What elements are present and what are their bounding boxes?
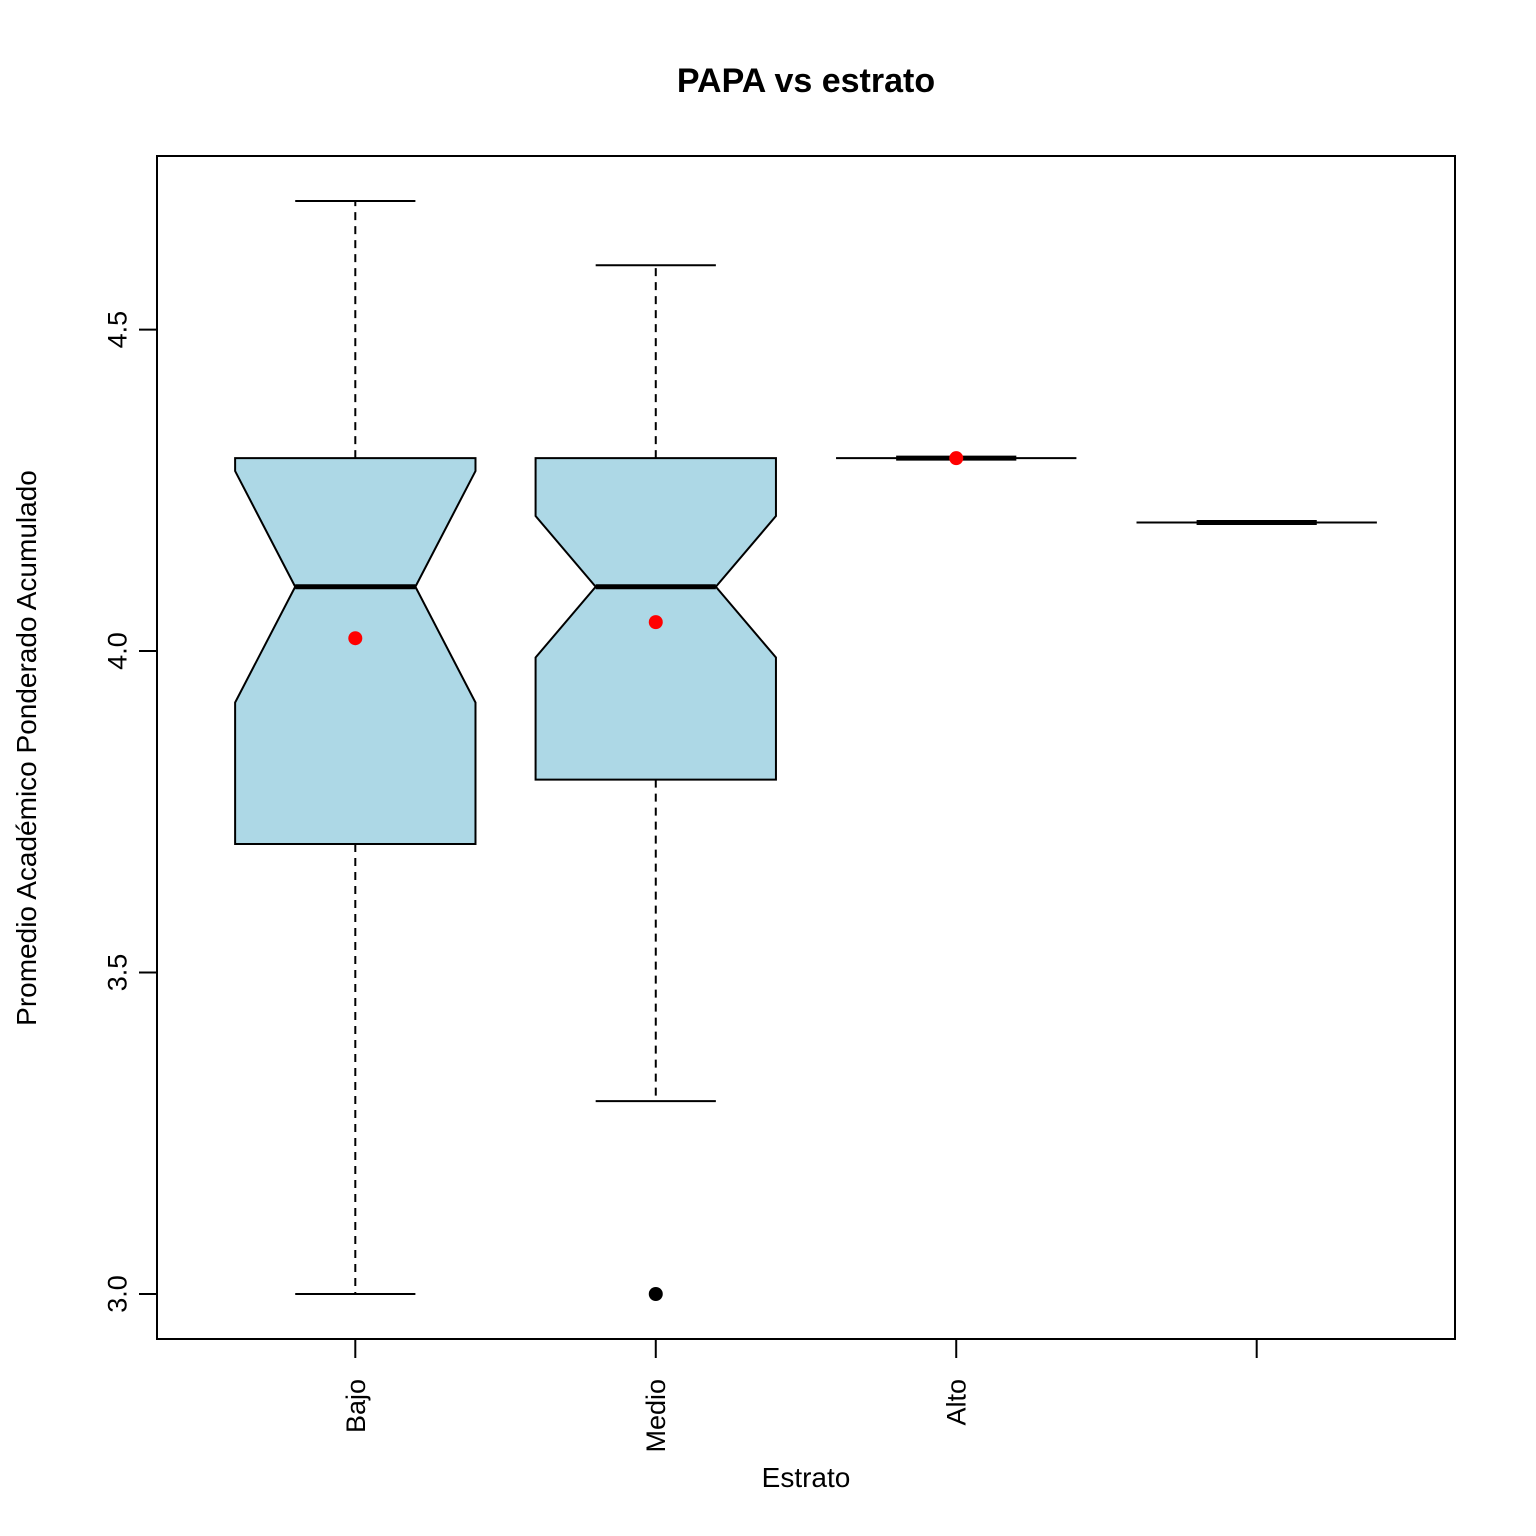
x-tick-label: Medio [641, 1379, 671, 1453]
mean-point [348, 631, 363, 646]
x-tick-label: Bajo [341, 1379, 371, 1433]
x-tick-label: Alto [942, 1379, 972, 1426]
plot-frame [156, 155, 1456, 1340]
box-group [234, 200, 1377, 1301]
box-bajo [234, 200, 477, 1295]
chart-title: PAPA vs estrato [677, 62, 935, 100]
y-tick-label: 4.5 [102, 311, 132, 349]
outlier-point [648, 1286, 663, 1301]
y-axis: 3.0 3.5 4.0 4.5 [102, 311, 157, 1313]
y-tick-label: 4.0 [102, 632, 132, 670]
y-tick-label: 3.0 [102, 1275, 132, 1313]
x-axis-label: Estrato [762, 1462, 851, 1493]
box-medio [534, 264, 777, 1301]
mean-point [648, 615, 663, 630]
box-alto [836, 451, 1077, 466]
y-tick-label: 3.5 [102, 954, 132, 992]
y-axis-label: Promedio Académico Ponderado Acumulado [11, 470, 42, 1026]
x-axis: Bajo Medio Alto [341, 1339, 1258, 1453]
notched-box [234, 457, 477, 845]
mean-point [949, 451, 964, 466]
